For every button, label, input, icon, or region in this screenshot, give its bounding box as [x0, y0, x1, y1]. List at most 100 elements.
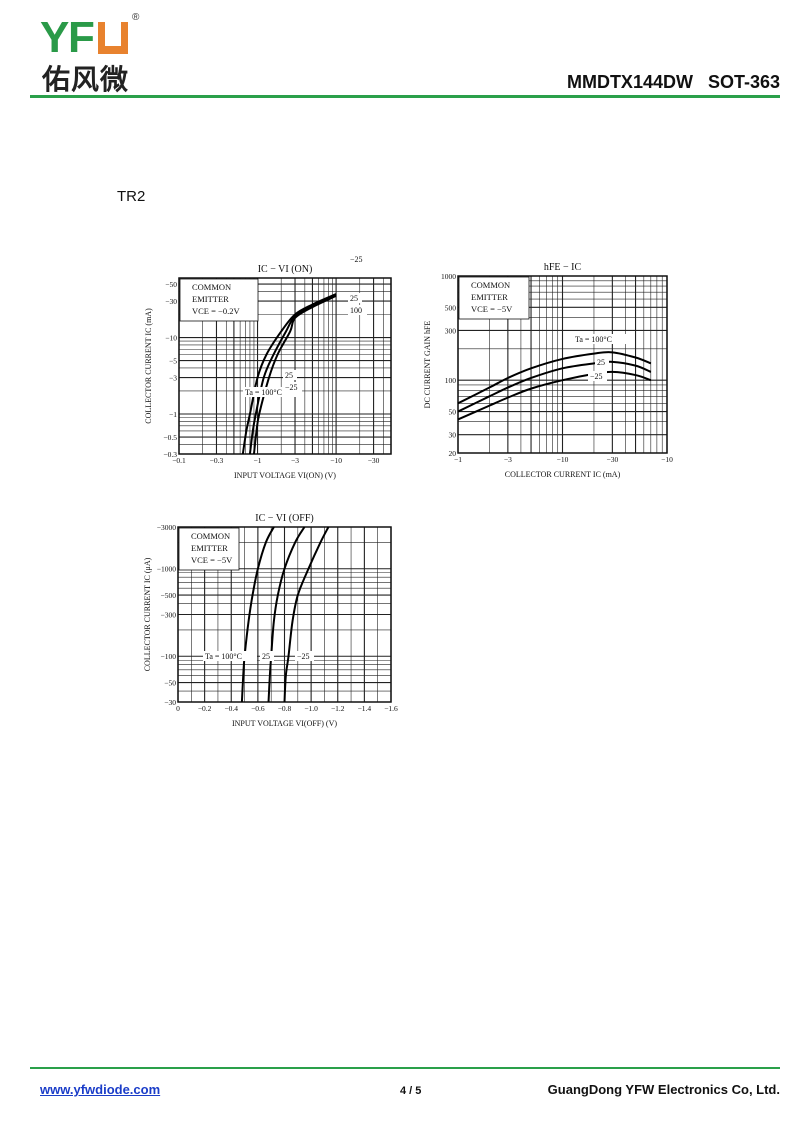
note-box	[179, 278, 259, 322]
y-tick-label: −10	[165, 334, 177, 343]
curve-label-bg	[243, 387, 297, 397]
series-curve	[283, 526, 330, 703]
y-tick-label: −3000	[157, 523, 176, 532]
y-tick-label: −500	[161, 591, 177, 600]
y-tick-label: −300	[161, 611, 177, 620]
y-axis-label: COLLECTOR CURRENT IC (μA)	[143, 557, 152, 671]
curve-label-bg	[295, 651, 314, 661]
logo-chinese-name: 佑风微	[42, 63, 130, 96]
y-tick-label: −50	[165, 280, 177, 289]
series-curve	[252, 294, 337, 455]
curve-label-bg	[348, 254, 367, 264]
curve-label-bg	[588, 371, 607, 381]
ic-vi-on-chart: COMMON EMITTER VCE = −0.2V −0.1 −0.3 −1 −3 −10 −…	[144, 254, 392, 480]
footer-rule	[30, 1067, 780, 1069]
y-tick-label: −1000	[157, 565, 176, 574]
note-text: VCE = −5V	[191, 555, 233, 565]
y-tick-label: 1000	[441, 272, 456, 281]
curve-label-bg	[573, 334, 627, 344]
x-tick-label: −0.3	[210, 456, 224, 465]
note-text: EMITTER	[192, 294, 229, 304]
series-curve	[241, 293, 337, 455]
x-tick-label: −0.2	[198, 704, 212, 713]
y-tick-label: −50	[164, 679, 176, 688]
note-text: VCE = −5V	[471, 304, 513, 314]
curve-label-bg	[283, 382, 302, 392]
series-curve	[267, 526, 306, 703]
curve-label-bg	[348, 293, 362, 303]
curve-label-bg	[595, 357, 609, 367]
y-tick-label: 30	[449, 431, 457, 440]
note-text: COMMON	[191, 531, 230, 541]
curve-label: Ta = 100°C	[205, 652, 242, 661]
x-tick-label: −30	[368, 456, 380, 465]
series-curve	[248, 294, 337, 455]
curve-label: 100	[350, 306, 362, 315]
document-title: MMDTX144DW SOT-363	[566, 72, 780, 92]
curve-label: 25	[350, 294, 358, 303]
note-text: VCE = −0.2V	[192, 306, 240, 316]
curve-label: 25	[285, 371, 293, 380]
x-tick-label: −1	[254, 456, 262, 465]
x-axis-label: INPUT VOLTAGE VI(ON) (V)	[234, 471, 336, 480]
y-tick-label: −30	[164, 698, 176, 707]
y-tick-label: −5	[169, 357, 177, 366]
curve-label: Ta = 100°C	[245, 388, 282, 397]
plot-frame	[457, 275, 668, 454]
x-tick-label: −0.8	[278, 704, 292, 713]
x-tick-label: −0.4	[224, 704, 238, 713]
logo-letter-f: F	[68, 13, 95, 62]
logo-letter-u	[98, 22, 128, 54]
x-tick-label: −1	[454, 455, 462, 464]
section-label: TR2	[117, 188, 146, 205]
curve-label: Ta = 100°C	[575, 335, 612, 344]
note-text: EMITTER	[191, 543, 228, 553]
curve-label: 25	[597, 358, 605, 367]
company-name: GuangDong YFW Electronics Co, Ltd.	[547, 1082, 780, 1097]
x-tick-label: −0.1	[172, 456, 186, 465]
y-tick-label: 500	[445, 303, 457, 312]
chart-title: hFE − IC	[544, 262, 582, 273]
registered-mark: ®	[132, 12, 140, 23]
curve-label-bg	[348, 305, 367, 315]
series-curve	[457, 360, 652, 413]
x-tick-label: −10	[330, 456, 342, 465]
curve-label: −25	[297, 652, 310, 661]
curve-label: −25	[350, 255, 363, 264]
y-tick-label: 50	[449, 408, 457, 417]
y-tick-label: 300	[445, 326, 457, 335]
x-tick-label: −1.0	[304, 704, 318, 713]
note-text: EMITTER	[471, 292, 508, 302]
y-tick-label: −1	[169, 410, 177, 419]
x-tick-label: −0.6	[251, 704, 265, 713]
y-tick-label: 100	[445, 376, 457, 385]
x-tick-label: −30	[606, 455, 618, 464]
y-axis-label: DC CURRENT GAIN hFE	[423, 321, 432, 409]
series-curve	[457, 370, 652, 421]
note-box	[458, 276, 530, 320]
y-tick-label: −100	[161, 652, 177, 661]
website-link[interactable]: www.yfwdiode.com	[40, 1082, 161, 1097]
series-curve	[457, 351, 652, 405]
x-tick-label: −1.2	[331, 704, 345, 713]
curve-label: −25	[285, 383, 298, 392]
chart-title: IC − VI (ON)	[258, 264, 313, 275]
plot-frame	[178, 277, 392, 455]
page-number: 4 / 5	[400, 1085, 422, 1097]
x-tick-label: −10	[661, 455, 673, 464]
x-axis-label: COLLECTOR CURRENT IC (mA)	[505, 470, 621, 479]
y-tick-label: −3	[169, 374, 177, 383]
curve-label-bg	[260, 651, 274, 661]
curve-label: 25	[262, 652, 270, 661]
curve-label-bg	[203, 651, 257, 661]
y-tick-label: −30	[165, 297, 177, 306]
x-tick-label: −1.6	[384, 704, 398, 713]
header-rule	[30, 95, 780, 98]
logo-letter-y: Y	[40, 13, 70, 62]
series-curve	[240, 526, 275, 703]
note-text: COMMON	[192, 282, 231, 292]
note-box	[178, 527, 240, 571]
ic-vi-off-chart: COMMON EMITTER VCE = −5V 0 −0.2 −0.4 −0.6 −0.8 −…	[143, 513, 398, 728]
hfe-ic-chart: COMMON EMITTER VCE = −5V −1 −3 −10 −30 −10 20 30 5…	[423, 262, 673, 479]
